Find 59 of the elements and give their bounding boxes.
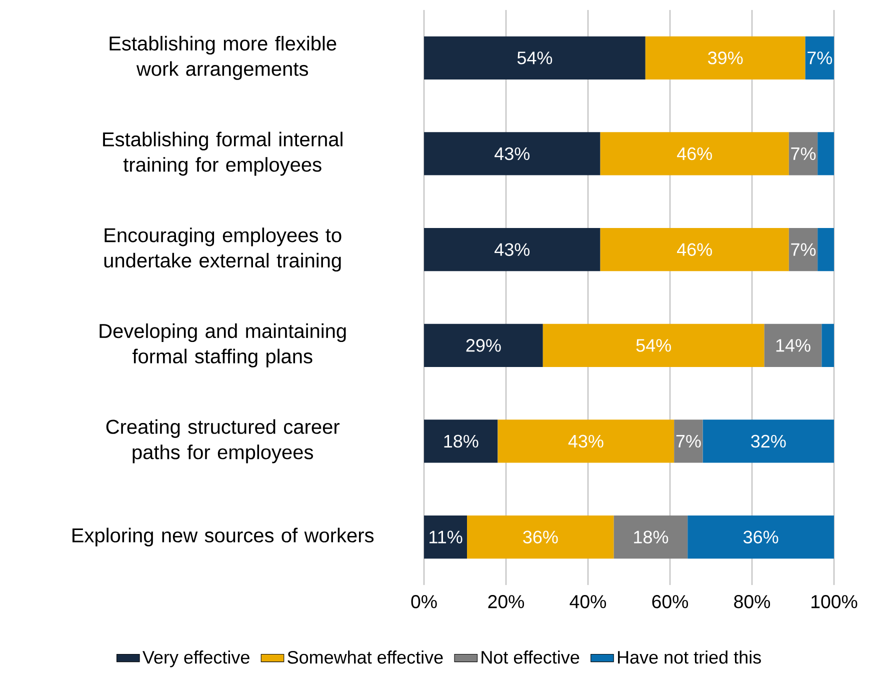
bar [498, 420, 674, 463]
data-label: 29% [466, 339, 501, 352]
data-label: 39% [708, 52, 743, 64]
x-tick-label: 80% [734, 595, 770, 608]
data-label: 43% [568, 434, 604, 448]
bar [688, 516, 834, 559]
y-tick-label: Establishing formal internal training for employees [103, 132, 342, 176]
legend-label: Very effective [142, 650, 250, 668]
bar [542, 324, 764, 367]
bar [788, 132, 818, 176]
bar [818, 228, 834, 272]
x-tick-label: 0% [411, 595, 437, 608]
data-label: 7% [676, 434, 701, 448]
data-label: 7% [808, 52, 832, 64]
legend-label: Somewhat effective [288, 650, 443, 664]
bar [822, 324, 834, 367]
bar [788, 228, 818, 272]
x-tick-label: 100% [812, 595, 858, 608]
x-tick-label: 40% [570, 595, 606, 608]
y-tick-label: Developing and maintaining formal staffing plans [100, 323, 346, 368]
data-label: 54% [517, 52, 552, 64]
data-label: 43% [494, 243, 530, 256]
data-label: 54% [636, 339, 671, 352]
data-label: 14% [776, 339, 810, 352]
data-label: 7% [791, 147, 816, 160]
bar [600, 228, 789, 272]
bar [424, 36, 646, 80]
bar [424, 228, 600, 272]
bar [805, 36, 834, 80]
legend-label: Not effective [482, 650, 580, 664]
data-label: 46% [677, 147, 712, 160]
legend-label: Have not tried this [618, 650, 761, 664]
bar [600, 132, 789, 176]
data-label: 32% [751, 434, 786, 448]
data-label: 11% [430, 530, 462, 544]
y-tick-label: Establishing more flexible work arrangements [110, 36, 336, 80]
bar [424, 420, 498, 463]
bar [645, 36, 806, 80]
bar [674, 420, 703, 463]
data-label: 36% [743, 530, 778, 544]
data-label: 36% [523, 530, 558, 544]
bar [702, 420, 834, 463]
x-tick-label: 20% [488, 595, 524, 608]
bar [424, 324, 543, 367]
data-label: 7% [791, 243, 816, 256]
bar [424, 516, 468, 559]
x-tick-label: 60% [652, 595, 688, 608]
y-tick-label: Encouraging employees to undertake external training [104, 228, 342, 272]
data-label: 18% [444, 434, 478, 448]
bar [467, 516, 614, 559]
data-label: 46% [677, 243, 712, 256]
bar [424, 132, 600, 176]
y-tick-label: Creating structured career paths for employees [106, 419, 340, 464]
bar [818, 132, 834, 176]
bar [614, 516, 688, 559]
y-tick-label: Exploring new sources of workers [72, 528, 374, 546]
bar [764, 324, 822, 367]
data-label: 18% [634, 530, 668, 544]
data-label: 43% [494, 147, 530, 160]
